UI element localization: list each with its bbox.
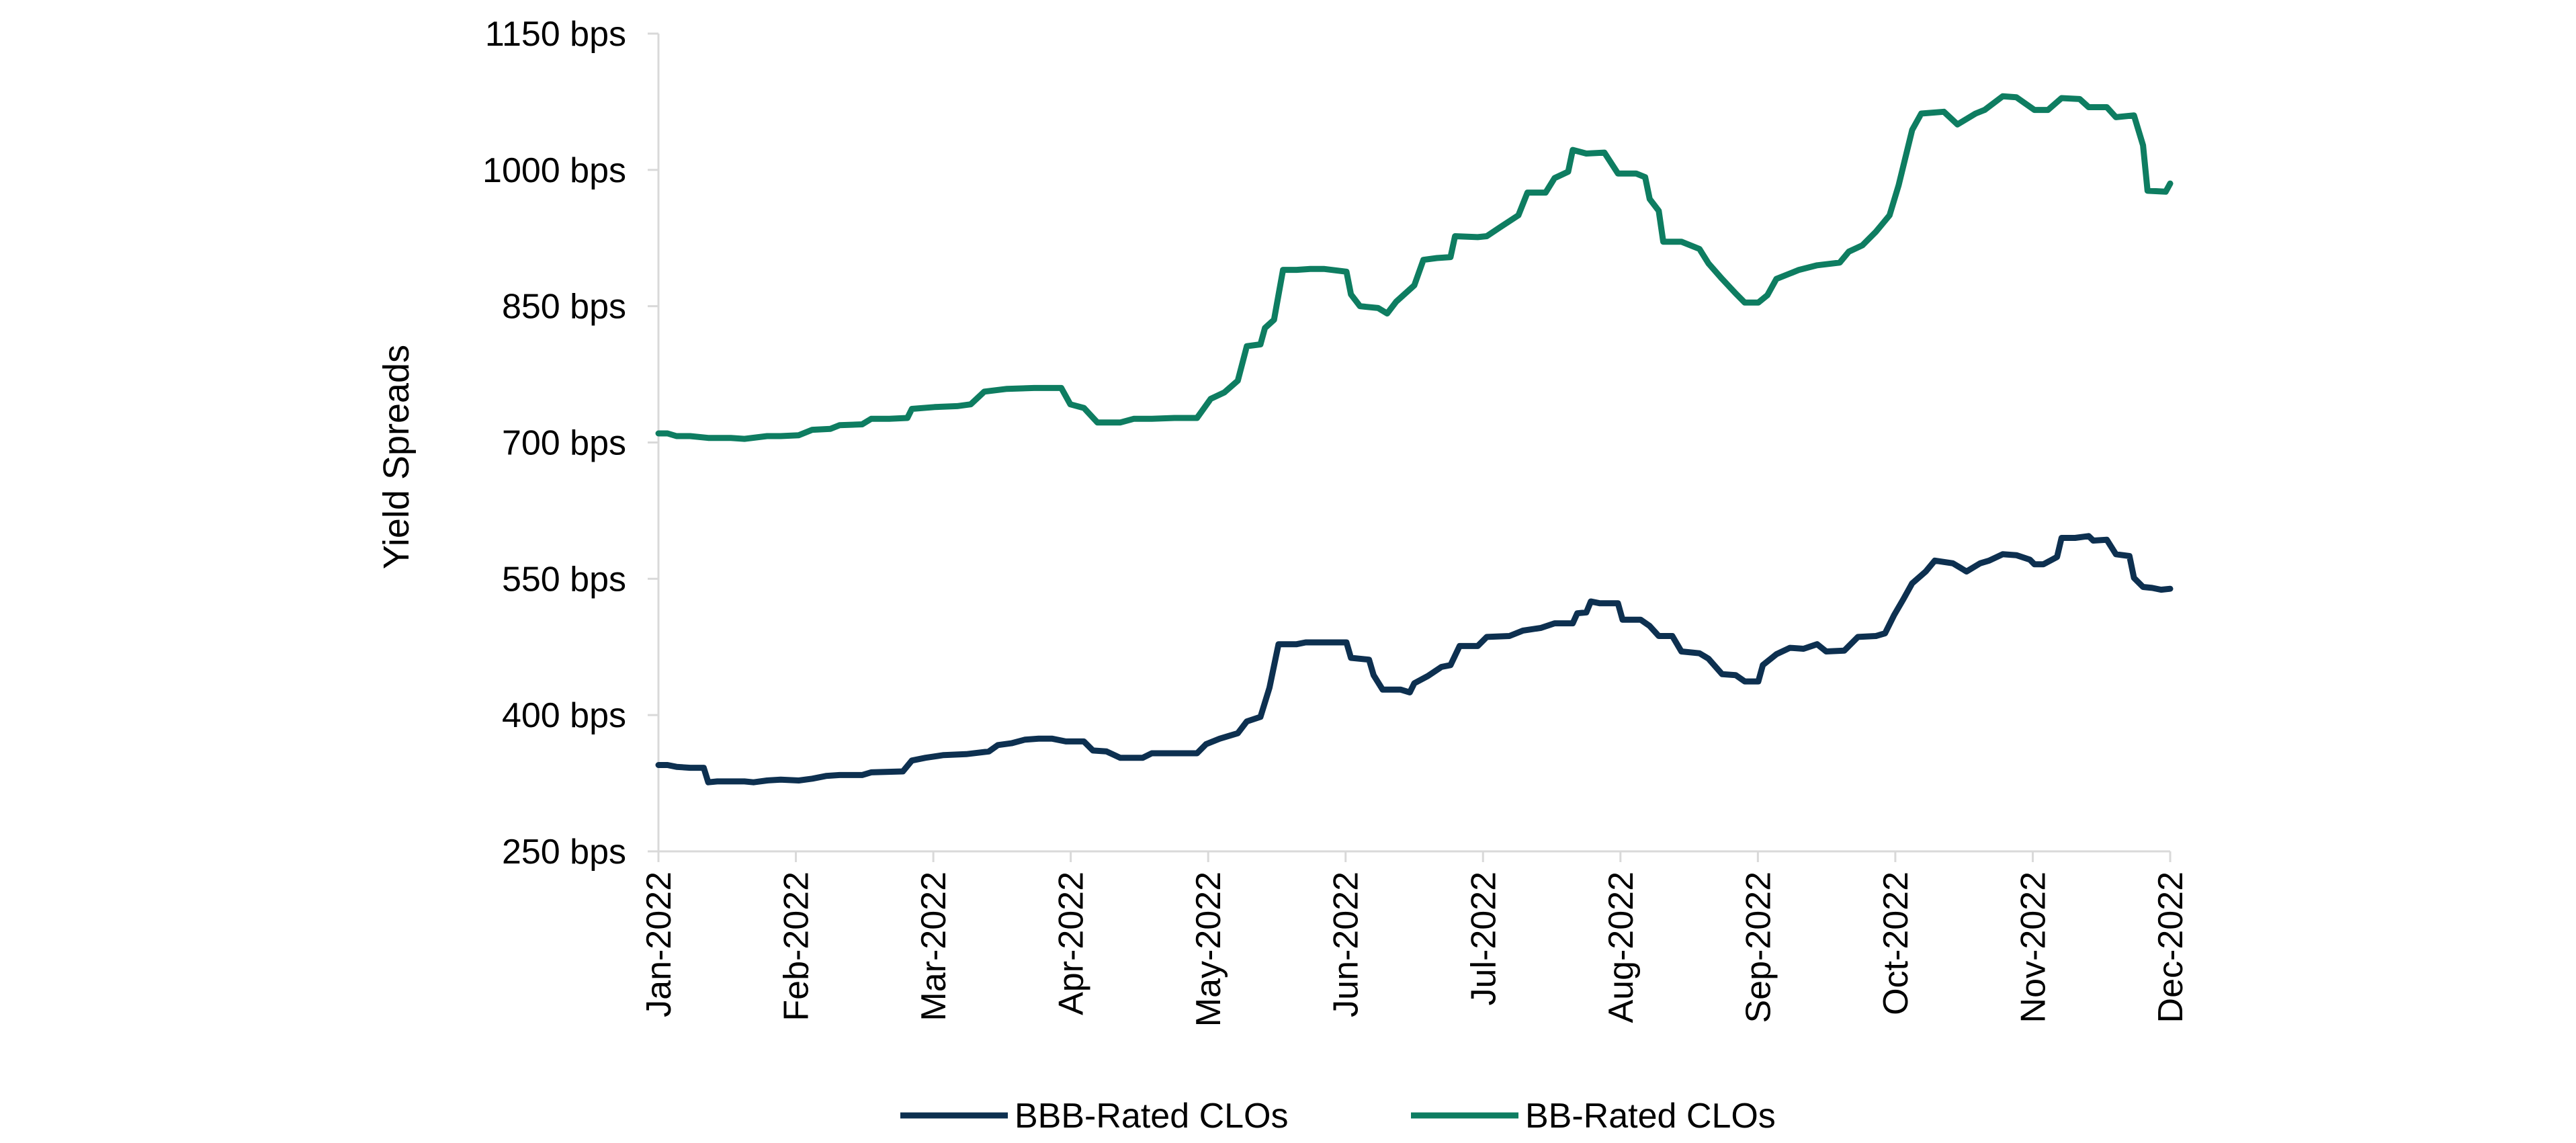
legend: BBB-Rated CLOs BB-Rated CLOs: [900, 1097, 1776, 1136]
series-lines: [655, 93, 2174, 786]
x-tick-label: Dec-2022: [2151, 872, 2190, 1023]
x-tick-label: Feb-2022: [777, 872, 816, 1021]
y-tick-label: 400 bps: [502, 696, 626, 735]
x-tick-label: Sep-2022: [1739, 872, 1778, 1023]
y-tick-label: 1150 bps: [485, 15, 626, 54]
x-tick-label: May-2022: [1189, 872, 1228, 1027]
y-tick-label: 850 bps: [502, 288, 626, 327]
y-tick-label: 250 bps: [502, 833, 626, 872]
x-tick-label: Apr-2022: [1052, 872, 1091, 1015]
series-line-bb: [655, 93, 2174, 442]
x-tick-label: Mar-2022: [914, 872, 953, 1021]
y-tick-label: 700 bps: [502, 424, 626, 463]
y-tick-label: 1000 bps: [482, 151, 626, 190]
x-tick-label: Aug-2022: [1602, 872, 1641, 1023]
y-axis-title-group: Yield Spreads: [376, 345, 417, 569]
x-tick-label: Jun-2022: [1327, 872, 1366, 1017]
legend-label-bbb: BBB-Rated CLOs: [1015, 1097, 1289, 1136]
legend-label-bb: BB-Rated CLOs: [1525, 1097, 1776, 1136]
y-tick-label: 550 bps: [502, 560, 626, 599]
y-tick-labels: 250 bps 400 bps 550 bps 700 bps 850 bps 1000 …: [482, 15, 626, 872]
x-tick-label: Jul-2022: [1464, 872, 1503, 1005]
x-tick-labels: Jan-2022 Feb-2022 Mar-2022 Apr-2022 May-2022…: [640, 872, 2190, 1027]
x-tick-label: Nov-2022: [2014, 872, 2053, 1023]
x-tick-label: Jan-2022: [640, 872, 679, 1017]
series-line-bbb: [655, 533, 2174, 786]
axes: [648, 32, 2172, 862]
x-tick-label: Oct-2022: [1877, 872, 1916, 1015]
y-axis-title: Yield Spreads: [376, 345, 417, 569]
